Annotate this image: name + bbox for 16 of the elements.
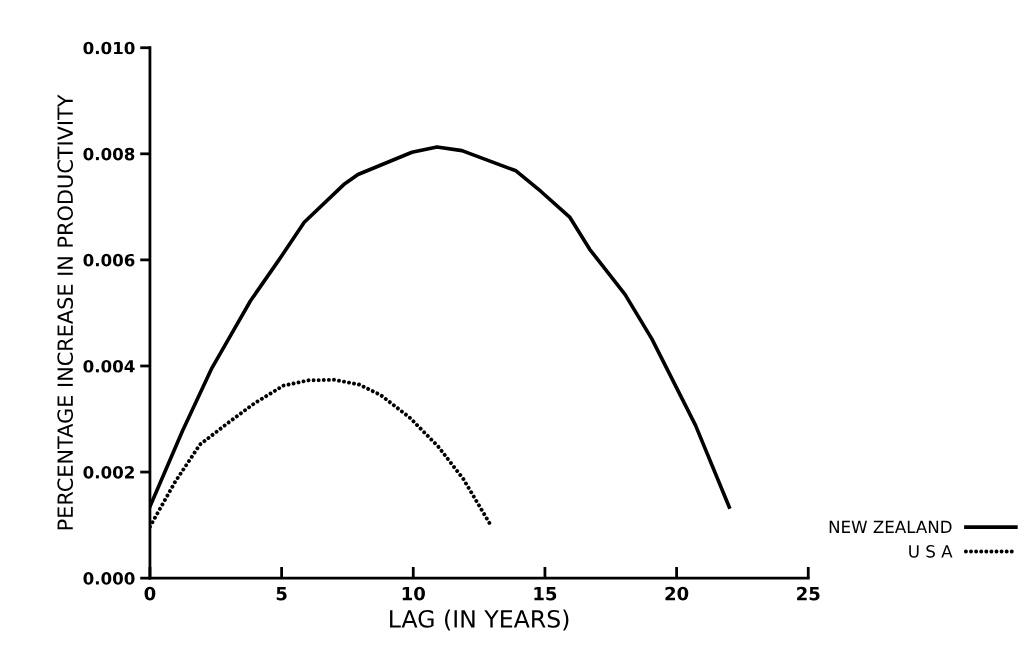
y-tick-label: 0.004 xyxy=(83,359,135,373)
y-tick-label: 0.000 xyxy=(83,572,135,585)
y-tick-label: 0.006 xyxy=(83,253,135,267)
x-axis-title: LAG (IN YEARS) xyxy=(390,609,569,631)
y-tick-label: 0.002 xyxy=(83,466,134,479)
y-axis-title: PERCENTAGE INCREASE IN PRODUCTIVITY xyxy=(57,94,74,530)
x-tick-label: 15 xyxy=(534,587,557,601)
y-tick-label: 0.008 xyxy=(83,147,135,161)
x-tick-label: 5 xyxy=(276,587,287,601)
x-tick-label: 0 xyxy=(144,586,156,601)
x-tick-label: 25 xyxy=(797,586,820,601)
legend-label: U S A xyxy=(909,545,953,558)
x-tick-label: 20 xyxy=(665,586,689,601)
legend-label: NEW ZEALAND xyxy=(829,520,952,533)
y-tick-label: 0.010 xyxy=(83,41,135,55)
x-tick-label: 10 xyxy=(402,586,425,601)
